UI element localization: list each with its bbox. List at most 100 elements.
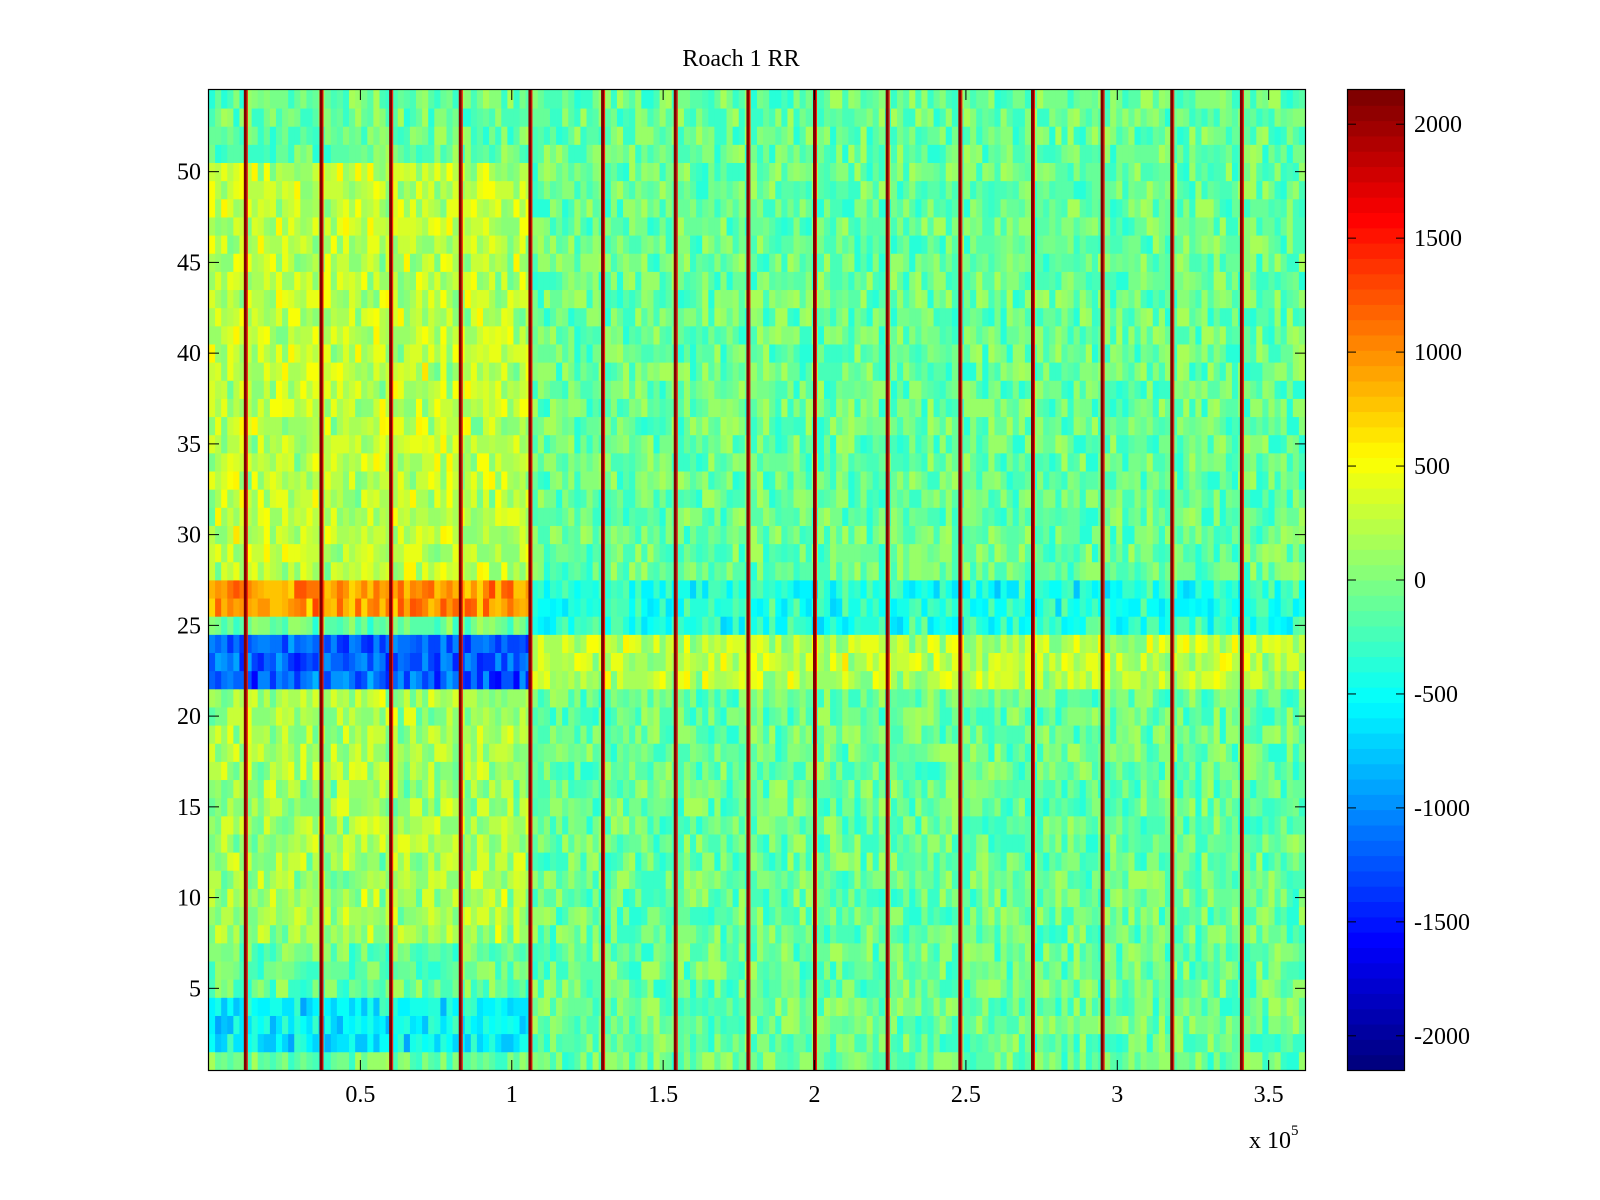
heatmap-cell xyxy=(324,761,332,781)
heatmap-cell xyxy=(1146,670,1154,690)
heatmap-cell xyxy=(251,1015,259,1035)
heatmap-cell xyxy=(306,924,313,944)
heatmap-cell xyxy=(933,797,941,817)
heatmap-cell xyxy=(294,1033,301,1053)
heatmap-cell xyxy=(1189,797,1196,817)
heatmap-cell xyxy=(1219,997,1227,1016)
heatmap-cell xyxy=(1256,815,1263,835)
heatmap-cell xyxy=(476,670,484,690)
heatmap-cell xyxy=(440,961,447,980)
heatmap-cell xyxy=(257,725,265,744)
heatmap-cell xyxy=(562,707,569,726)
heatmap-cell xyxy=(860,906,867,926)
heatmap-cell xyxy=(422,942,429,962)
heatmap-cell xyxy=(263,761,271,781)
heatmap-cell xyxy=(1298,670,1306,690)
heatmap-cell xyxy=(848,815,855,835)
heatmap-cell xyxy=(342,1015,350,1035)
heatmap-cell xyxy=(830,797,837,817)
heatmap-cell xyxy=(604,761,612,781)
heatmap-cell xyxy=(653,598,660,617)
heatmap-cell xyxy=(349,870,356,889)
heatmap-cell xyxy=(1177,852,1184,871)
heatmap-cell xyxy=(866,961,874,980)
heatmap-cell xyxy=(373,815,380,835)
heatmap-cell xyxy=(282,961,289,980)
heatmap-cell xyxy=(860,707,867,726)
heatmap-cell xyxy=(1280,743,1288,762)
heatmap-cell xyxy=(269,870,277,889)
heatmap-cell xyxy=(355,924,362,944)
heatmap-cell xyxy=(616,924,624,944)
heatmap-cell xyxy=(221,743,228,762)
heatmap-cell xyxy=(1134,688,1141,708)
heatmap-cell xyxy=(367,743,374,762)
heatmap-cell xyxy=(403,779,411,799)
heatmap-cell xyxy=(464,834,472,853)
heatmap-cell xyxy=(1256,834,1263,853)
heatmap-cell xyxy=(391,979,399,998)
heatmap-cell xyxy=(982,688,989,708)
heatmap-cell xyxy=(245,834,253,853)
heatmap-cell xyxy=(422,779,429,799)
heatmap-cell xyxy=(1073,942,1081,962)
heatmap-cell xyxy=(209,743,216,762)
heatmap-cell xyxy=(586,870,593,889)
heatmap-cell xyxy=(1085,1015,1093,1035)
heatmap-cell xyxy=(823,924,831,944)
heatmap-cell xyxy=(799,634,807,653)
heatmap-cell xyxy=(483,634,490,653)
heatmap-cell xyxy=(927,852,934,871)
heatmap-cell xyxy=(927,688,934,708)
heatmap-cell xyxy=(702,942,709,962)
heatmap-cell xyxy=(927,707,934,726)
heatmap-cell xyxy=(446,797,453,817)
heatmap-cell xyxy=(787,743,794,762)
heatmap-cell xyxy=(964,852,971,871)
heatmap-cell xyxy=(336,997,344,1016)
heatmap-cell xyxy=(422,707,429,726)
heatmap-cell xyxy=(805,961,813,980)
heatmap-cell xyxy=(714,652,721,672)
heatmap-cell xyxy=(1128,797,1135,817)
heatmap-cell xyxy=(312,797,319,817)
heatmap-cell xyxy=(763,761,770,781)
heatmap-cell xyxy=(604,779,612,799)
heatmap-cell xyxy=(848,561,855,581)
heatmap-cell xyxy=(1146,598,1154,617)
heatmap-cell xyxy=(209,1015,216,1035)
heatmap-cell xyxy=(349,997,356,1016)
heatmap-cell xyxy=(1201,961,1208,980)
heatmap-cell xyxy=(708,852,715,871)
heatmap-cell xyxy=(830,670,837,690)
heatmap-cell xyxy=(470,761,478,781)
heatmap-cell xyxy=(629,924,636,944)
heatmap-cell xyxy=(233,870,240,889)
heatmap-cell xyxy=(519,961,527,980)
heatmap-cell xyxy=(470,852,478,871)
heatmap-cell xyxy=(1189,616,1196,635)
heatmap-cell xyxy=(1061,598,1068,617)
heatmap-cell xyxy=(227,1033,234,1053)
heatmap-cell xyxy=(769,779,776,799)
heatmap-cell xyxy=(653,942,660,962)
heatmap-cell xyxy=(665,924,673,944)
heatmap-cell xyxy=(988,797,995,817)
heatmap-cell xyxy=(549,652,557,672)
heatmap-cell xyxy=(1140,815,1148,835)
heatmap-cell xyxy=(817,743,825,762)
heatmap-cell xyxy=(823,580,831,599)
heatmap-cell xyxy=(1128,852,1135,871)
heatmap-cell xyxy=(233,961,240,980)
heatmap-cell xyxy=(501,1051,508,1071)
heatmap-cell xyxy=(757,670,764,690)
heatmap-cell xyxy=(970,707,977,726)
heatmap-cell xyxy=(714,688,721,708)
heatmap-cell xyxy=(1000,888,1008,908)
heatmap-cell xyxy=(1012,598,1020,617)
heatmap-cell xyxy=(470,652,478,672)
heatmap-cell xyxy=(1152,761,1160,781)
heatmap-cell xyxy=(1213,834,1221,853)
heatmap-cell xyxy=(763,815,770,835)
heatmap-cell xyxy=(945,598,953,617)
